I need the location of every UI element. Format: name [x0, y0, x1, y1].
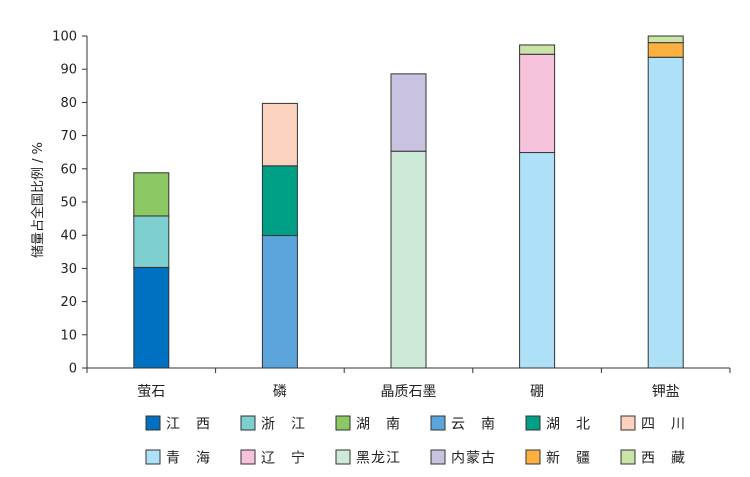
x-category-label: 晶质石墨: [381, 384, 437, 400]
y-tick-label: 20: [60, 295, 77, 310]
legend-swatch: [145, 415, 161, 431]
y-tick-label: 0: [69, 362, 77, 377]
y-tick-label: 30: [60, 262, 77, 277]
legend-swatch: [430, 415, 446, 431]
bar-segment: [647, 35, 684, 44]
y-tick-label: 60: [60, 162, 77, 177]
bar-segment: [519, 152, 556, 369]
bar-segment: [261, 165, 298, 237]
legend-swatch: [525, 415, 541, 431]
legend-swatch: [145, 449, 161, 465]
y-axis-label: 储量占全国比例 / %: [30, 142, 46, 258]
legend-label: 湖 北: [546, 417, 591, 433]
axes: 0 10 20 30 40 50 60 70 80 90 100 萤石 磷 晶质石墨 硼 钾盐: [52, 30, 731, 400]
y-tick-label: 40: [60, 229, 77, 244]
y-tick-label: 100: [52, 30, 77, 45]
legend-swatch: [335, 415, 351, 431]
legend-label: 黑龙江: [356, 451, 401, 467]
bar-segment: [133, 266, 170, 369]
legend-label: 湖 南: [356, 417, 401, 433]
bar-segment: [133, 172, 170, 217]
legend-label: 西 藏: [641, 451, 686, 467]
bar-segment: [647, 56, 684, 369]
bar-segment: [390, 73, 427, 152]
bar-segment: [647, 42, 684, 58]
bar-segment: [261, 235, 298, 369]
legend-label: 云 南: [451, 417, 496, 433]
x-category-label: 钾盐: [652, 384, 680, 400]
legend-label: 浙 江: [261, 417, 306, 433]
legend: 江 西 浙 江 湖 南 云 南 湖 北 四 川青 海 辽 宁 黑龙江 内蒙古 新 疆 西 藏: [145, 415, 686, 467]
y-tick-label: 90: [60, 63, 77, 78]
x-category-label: 萤石: [137, 384, 165, 400]
legend-swatch: [335, 449, 351, 465]
y-tick-label: 50: [60, 196, 77, 211]
legend-label: 江 西: [166, 417, 211, 433]
bar-segment: [519, 44, 556, 55]
bar-segment: [390, 150, 427, 369]
y-tick-label: 80: [60, 96, 77, 111]
legend-swatch: [430, 449, 446, 465]
legend-swatch: [240, 415, 256, 431]
legend-label: 四 川: [641, 417, 686, 433]
bars-group: [133, 35, 684, 369]
legend-swatch: [240, 449, 256, 465]
bar-segment: [261, 102, 298, 167]
y-tick-label: 10: [60, 328, 77, 343]
x-category-label: 硼: [530, 384, 544, 400]
legend-label: 新 疆: [546, 451, 591, 467]
legend-swatch: [620, 415, 636, 431]
bar-segment: [519, 53, 556, 154]
legend-label: 青 海: [166, 451, 211, 467]
x-category-label: 磷: [273, 384, 287, 400]
legend-label: 内蒙古: [451, 451, 496, 467]
legend-swatch: [525, 449, 541, 465]
legend-swatch: [620, 449, 636, 465]
bar-segment: [133, 215, 170, 268]
legend-label: 辽 宁: [261, 450, 306, 467]
y-tick-label: 70: [60, 129, 77, 144]
